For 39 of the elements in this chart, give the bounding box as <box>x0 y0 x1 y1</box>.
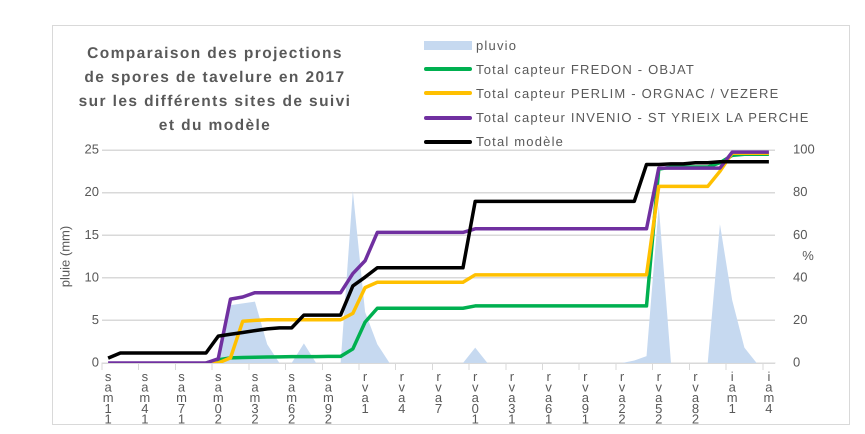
y-tick-label: 15 <box>84 226 99 242</box>
x-tick-label: sam92 <box>322 368 334 427</box>
legend-label: pluvio <box>476 38 518 53</box>
y2-tick-label: 80 <box>793 184 808 200</box>
y-tick-label: 25 <box>84 142 99 157</box>
x-tick-label: rva91 <box>582 368 590 427</box>
x-tick-label: iam4 <box>763 368 774 416</box>
legend-label: Total modèle <box>476 134 564 150</box>
legend-label: Total capteur PERLIM - ORGNAC / VEZERE <box>476 86 780 101</box>
x-tick-label: rva1 <box>361 368 370 416</box>
y2-axis-title: % <box>802 248 814 264</box>
x-tick-label: rva52 <box>655 368 664 427</box>
y-tick-label: 20 <box>84 184 99 200</box>
y-axis-title: pluie (mm) <box>58 226 73 288</box>
x-tick-label: rva7 <box>434 368 443 416</box>
y2-tick-label: 0 <box>793 354 800 370</box>
y2-tick-label: 100 <box>793 142 815 157</box>
legend-label: Total capteur INVENIO - ST YRIEIX LA PERCHE <box>476 110 810 126</box>
x-tick-label: rva61 <box>545 368 554 427</box>
x-tick-label: iam1 <box>726 368 738 416</box>
legend-label: Total capteur FREDON - OBJAT <box>476 62 696 77</box>
x-tick-label: rva22 <box>618 368 626 427</box>
x-tick-label: rva82 <box>692 368 700 427</box>
x-tick-label: rva4 <box>398 368 406 416</box>
x-tick-label: sam11 <box>102 368 114 427</box>
x-tick-label: rva31 <box>508 368 516 427</box>
x-tick-label: sam02 <box>212 368 224 427</box>
chart-title: Comparaison des projections de spores de tavelure en 2017 sur les différents sites de suivi et du modèle <box>78 44 352 136</box>
y-tick-label: 5 <box>92 312 99 327</box>
x-tick-label: sam32 <box>250 368 260 427</box>
y-tick-label: 10 <box>84 269 99 284</box>
x-tick-label: rva01 <box>472 368 480 427</box>
y2-tick-label: 20 <box>793 312 808 327</box>
y2-tick-label: 40 <box>793 269 808 284</box>
y-tick-label: 0 <box>92 354 99 370</box>
y2-tick-label: 60 <box>793 226 808 242</box>
x-tick-label: sam62 <box>286 368 298 427</box>
x-tick-label: sam41 <box>139 368 150 427</box>
x-tick-label: sam71 <box>176 368 187 427</box>
